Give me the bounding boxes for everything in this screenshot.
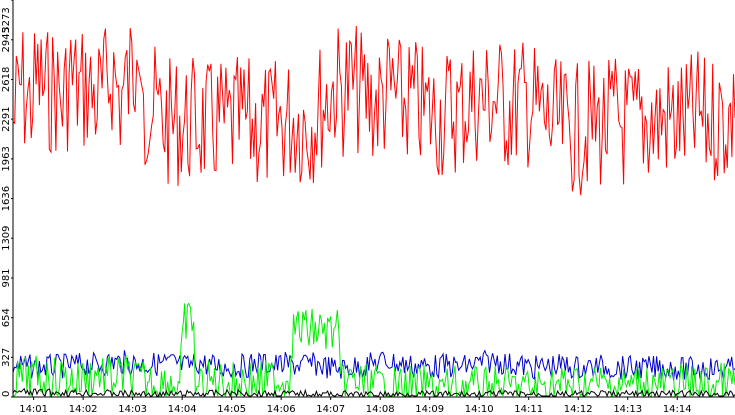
x-tick-label: 14:04 — [168, 404, 197, 415]
x-tick-layer: 14:01 14:02 14:03 14:04 14:05 14:06 14:07 14:08… — [19, 397, 692, 415]
y-tick-label: 2618 — [1, 67, 12, 92]
y-tick-label: 0 — [1, 391, 12, 397]
series-line-3 — [12, 302, 735, 398]
x-tick-label: 14:01 — [19, 404, 48, 415]
y-tick-label: 981 — [1, 268, 12, 287]
y-tick-label: 327 — [1, 348, 12, 367]
x-tick-label: 14:09 — [415, 404, 444, 415]
x-tick-label: 14:02 — [69, 404, 98, 415]
series-line-4 — [12, 387, 735, 398]
x-tick-label: 14:10 — [465, 404, 494, 415]
x-tick-label: 14:14 — [663, 404, 692, 415]
series-layer — [12, 25, 735, 398]
x-tick-label: 14:05 — [217, 404, 246, 415]
y-tick-label: 1309 — [1, 225, 12, 250]
x-tick-label: 14:03 — [118, 404, 147, 415]
y-tick-label: 3273 — [1, 7, 12, 32]
y-tick-label: 1636 — [1, 186, 12, 211]
series-line-1 — [12, 25, 735, 196]
y-tick-label: 1963 — [1, 146, 12, 171]
x-tick-label: 14:12 — [564, 404, 593, 415]
series-line-2 — [12, 349, 735, 381]
y-tick-label: 2291 — [1, 106, 12, 131]
x-tick-label: 14:07 — [316, 404, 345, 415]
y-tick-label: 2945 — [1, 27, 12, 52]
x-tick-label: 14:08 — [366, 404, 395, 415]
y-tick-label: 654 — [1, 308, 12, 327]
x-tick-label: 14:13 — [613, 404, 642, 415]
x-tick-label: 14:11 — [514, 404, 543, 415]
x-tick-label: 14:06 — [267, 404, 296, 415]
